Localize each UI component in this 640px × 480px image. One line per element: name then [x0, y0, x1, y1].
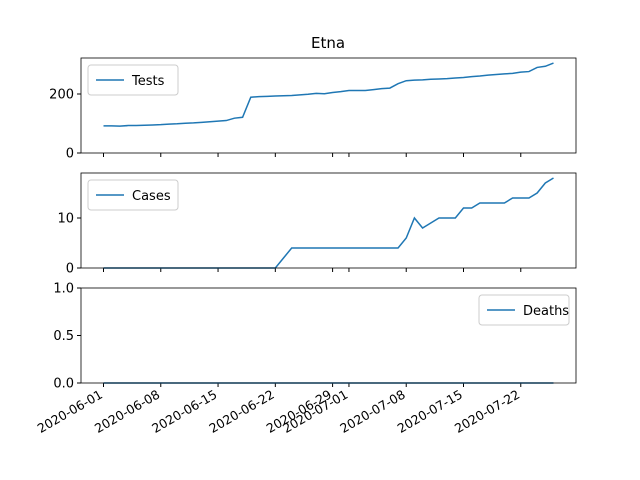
- y-tick-label: 0: [66, 147, 74, 162]
- chart-title: Etna: [311, 34, 345, 52]
- legend-box: [87, 179, 179, 211]
- legend-box: [87, 64, 179, 96]
- legend-label: Cases: [132, 189, 171, 204]
- legend-label: Tests: [131, 74, 165, 89]
- axes-frame: [80, 287, 577, 384]
- axes-frame: [80, 172, 577, 269]
- axes-frame: [80, 57, 577, 154]
- series-line: [103, 62, 554, 127]
- legend-label: Deaths: [523, 304, 569, 319]
- y-tick-label: 200: [49, 87, 74, 102]
- y-tick-label: 0.5: [53, 329, 74, 344]
- y-tick-label: 0: [66, 262, 74, 277]
- y-tick-label: 0.0: [53, 377, 74, 392]
- y-tick-label: 10: [57, 212, 74, 227]
- y-tick-label: 1.0: [53, 282, 74, 297]
- legend-box: [478, 294, 570, 326]
